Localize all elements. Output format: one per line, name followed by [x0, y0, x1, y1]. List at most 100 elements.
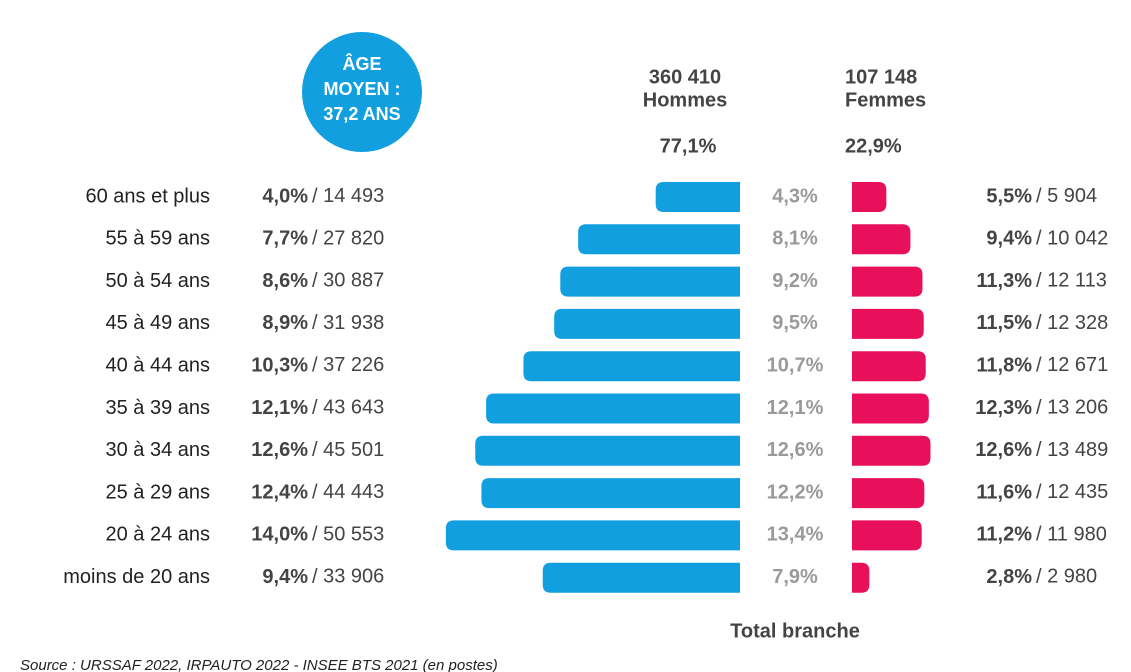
men-count: 14 493: [323, 185, 384, 207]
men-row-count: / 27 820: [312, 228, 384, 250]
women-row-share: 9,4%: [986, 228, 1032, 250]
total-share: 9,5%: [772, 312, 818, 334]
men-row-count: / 45 501: [312, 439, 384, 461]
men-count: 37 226: [323, 354, 384, 376]
men-count: 44 443: [323, 481, 384, 503]
men-row-count: / 44 443: [312, 481, 384, 503]
men-row-share: 10,3%: [251, 354, 308, 376]
women-count: 5 904: [1047, 185, 1097, 207]
bar: [852, 562, 870, 593]
men-total: 360 410: [649, 66, 721, 88]
bar: [852, 308, 924, 339]
badge-text: MOYEN :: [323, 79, 400, 99]
women-row-share: 11,5%: [976, 312, 1032, 334]
women-total: 107 148: [845, 66, 917, 88]
bar: [852, 351, 926, 382]
total-share: 8,1%: [772, 228, 818, 250]
total-share: 12,6%: [767, 439, 824, 461]
men-count: 43 643: [323, 397, 384, 419]
women-row-count: / 10 042: [1036, 228, 1108, 250]
women-count: 2 980: [1047, 566, 1097, 588]
men-row-share: 12,6%: [251, 439, 308, 461]
men-row-count: / 31 938: [312, 312, 384, 334]
women-row-count: / 13 489: [1036, 439, 1108, 461]
men-row-count: / 37 226: [312, 354, 384, 376]
women-count: 11 980: [1047, 524, 1107, 546]
bar: [852, 520, 922, 551]
total-share: 10,7%: [767, 354, 824, 376]
women-count: 12 328: [1047, 312, 1108, 334]
badge-text: 37,2 ANS: [323, 104, 400, 124]
badge: [302, 32, 422, 152]
bar: [852, 266, 923, 297]
bar: [554, 308, 740, 339]
category-label: moins de 20 ans: [63, 566, 210, 588]
men-share: 77,1%: [660, 135, 717, 157]
women-row-share: 12,3%: [975, 397, 1032, 419]
bar: [523, 351, 740, 382]
women-row-count: / 12 113: [1036, 270, 1107, 292]
total-branche-title: Total branche: [730, 620, 860, 642]
total-share: 12,1%: [767, 397, 824, 419]
women-row-share: 11,8%: [976, 354, 1032, 376]
men-row-count: / 43 643: [312, 397, 384, 419]
men-count: 31 938: [323, 312, 384, 334]
bar: [486, 393, 740, 424]
category-label: 30 à 34 ans: [105, 439, 210, 461]
total-share: 7,9%: [772, 566, 818, 588]
men-row-share: 14,0%: [251, 524, 308, 546]
category-label: 50 à 54 ans: [105, 270, 210, 292]
women-count: 12 671: [1047, 354, 1108, 376]
category-label: 20 à 24 ans: [105, 524, 210, 546]
women-row-count: / 5 904: [1036, 185, 1097, 207]
men-row-share: 4,0%: [262, 185, 308, 207]
total-share: 13,4%: [767, 524, 824, 546]
women-row-count: / 12 671: [1036, 354, 1108, 376]
men-label: Hommes: [643, 89, 727, 111]
bar: [445, 520, 740, 551]
bar: [852, 478, 925, 509]
women-count: 12 113: [1047, 270, 1107, 292]
men-row-count: / 14 493: [312, 185, 384, 207]
source: Source : URSSAF 2022, IRPAUTO 2022 - INS…: [20, 657, 498, 672]
men-row-share: 7,7%: [262, 228, 308, 250]
category-label: 60 ans et plus: [85, 185, 210, 207]
men-row-count: / 50 553: [312, 524, 384, 546]
men-count: 27 820: [323, 228, 384, 250]
women-row-share: 5,5%: [986, 185, 1032, 207]
category-label: 45 à 49 ans: [105, 312, 210, 334]
men-row-share: 12,4%: [251, 481, 308, 503]
women-row-count: / 12 435: [1036, 481, 1108, 503]
women-row-share: 2,8%: [986, 566, 1032, 588]
category-label: 40 à 44 ans: [105, 354, 210, 376]
women-row-count: / 11 980: [1036, 524, 1107, 546]
bar: [852, 182, 887, 212]
men-count: 33 906: [323, 566, 384, 588]
men-row-count: / 30 887: [312, 270, 384, 292]
men-row-share: 8,9%: [262, 312, 308, 334]
category-label: 55 à 59 ans: [105, 228, 210, 250]
category-label: 25 à 29 ans: [105, 481, 210, 503]
men-row-share: 8,6%: [262, 270, 308, 292]
women-label: Femmes: [845, 89, 926, 111]
women-row-count: / 13 206: [1036, 397, 1108, 419]
badge-text: ÂGE: [342, 53, 381, 74]
category-label: 35 à 39 ans: [105, 397, 210, 419]
bar: [655, 182, 740, 212]
total-share: 12,2%: [767, 481, 824, 503]
total-share: 9,2%: [772, 270, 818, 292]
bar: [481, 478, 740, 509]
women-row-share: 11,3%: [976, 270, 1032, 292]
women-row-share: 12,6%: [975, 439, 1032, 461]
women-count: 12 435: [1047, 481, 1108, 503]
bar: [560, 266, 740, 297]
women-row-count: / 2 980: [1036, 566, 1097, 588]
total-share: 4,3%: [772, 185, 818, 207]
bar: [852, 393, 929, 424]
women-count: 13 206: [1047, 397, 1108, 419]
bar: [852, 224, 911, 255]
men-count: 30 887: [323, 270, 384, 292]
women-row-share: 11,6%: [976, 481, 1032, 503]
men-count: 45 501: [323, 439, 384, 461]
